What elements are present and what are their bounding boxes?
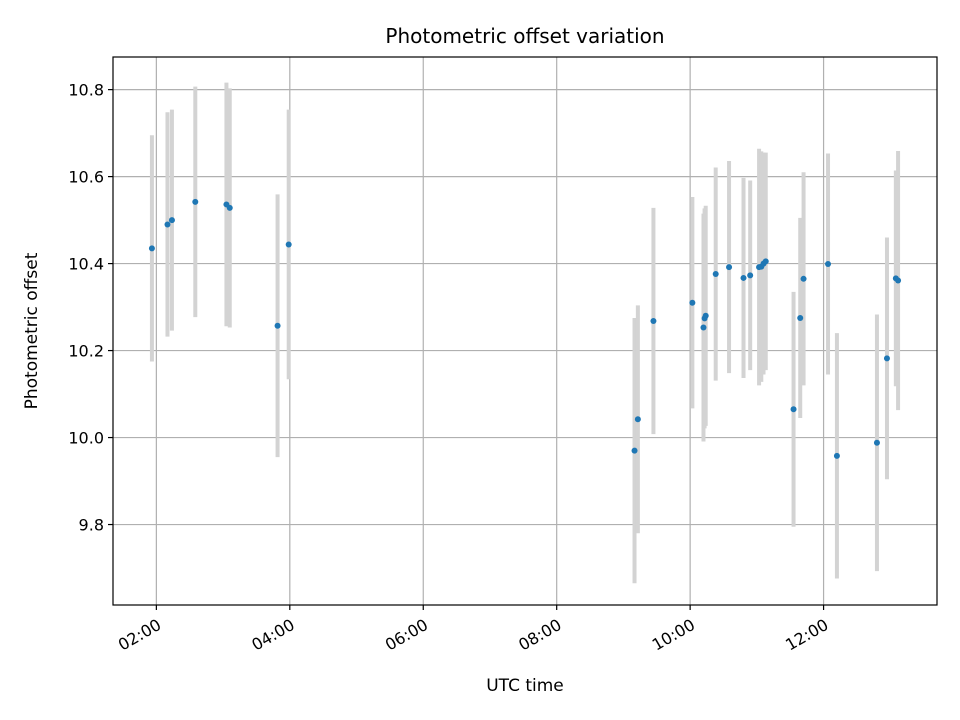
data-point (168, 217, 175, 224)
data-point (800, 275, 807, 282)
x-tick-label: 08:00 (515, 615, 564, 655)
chart-title: Photometric offset variation (385, 24, 664, 48)
data-point (634, 416, 641, 423)
data-point (285, 241, 292, 248)
y-tick-label: 10.6 (68, 168, 104, 187)
data-point (700, 324, 707, 331)
data-point (702, 312, 709, 319)
y-axis-label: Photometric offset (22, 252, 42, 409)
data-point (762, 258, 769, 265)
x-tick-label: 02:00 (115, 615, 164, 655)
data-point (712, 271, 719, 278)
x-axis-label: UTC time (486, 676, 564, 696)
data-point (797, 314, 804, 321)
data-point (192, 198, 199, 205)
data-point (740, 274, 747, 281)
y-tick-label: 9.8 (79, 516, 104, 535)
data-point (631, 447, 638, 454)
data-point (274, 322, 281, 329)
y-tick-label: 10.8 (68, 81, 104, 100)
data-point (726, 264, 733, 271)
x-tick-label: 06:00 (382, 615, 431, 655)
y-axis-ticks: 9.8 10.0 10.2 10.4 10.6 10.8 (68, 81, 113, 535)
data-markers (148, 198, 902, 459)
x-tick-label: 12:00 (782, 615, 831, 655)
y-tick-label: 10.0 (68, 429, 104, 448)
data-point (825, 261, 832, 268)
x-tick-label: 10:00 (649, 615, 698, 655)
data-point (747, 272, 754, 279)
data-point (895, 277, 902, 284)
x-tick-label: 04:00 (248, 615, 297, 655)
y-tick-label: 10.2 (68, 342, 104, 361)
x-axis-ticks: 02:00 04:00 06:00 08:00 10:00 12:00 (115, 605, 832, 655)
data-point (833, 452, 840, 459)
error-bars (149, 82, 901, 584)
grid-lines (113, 57, 937, 605)
data-point (790, 406, 797, 413)
data-point (873, 439, 880, 446)
data-point (883, 355, 890, 362)
data-point (226, 204, 233, 211)
data-point (148, 245, 155, 252)
plot-frame (112, 56, 938, 606)
data-point (650, 317, 657, 324)
data-point (689, 299, 696, 306)
y-tick-label: 10.4 (68, 255, 104, 274)
data-point (164, 221, 171, 228)
